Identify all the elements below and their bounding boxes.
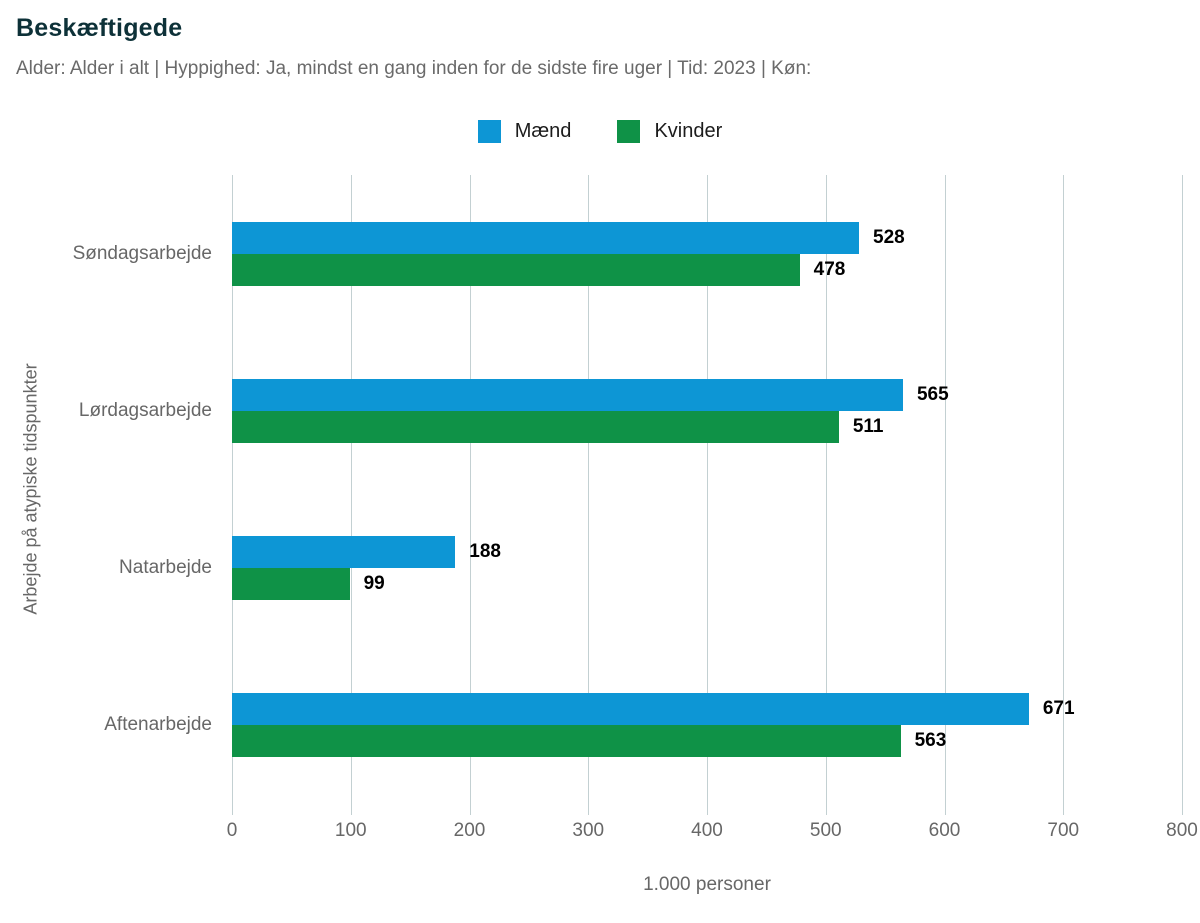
bar-row-søndagsarbejde: 528 478 [232, 175, 1182, 332]
bar-value-label: 478 [813, 258, 846, 280]
category-label: Natarbejde [119, 556, 212, 578]
bar-value-label: 511 [852, 415, 884, 437]
legend-item-mænd[interactable]: Mænd [477, 120, 572, 143]
x-tick-label: 100 [334, 820, 367, 841]
bar-value-label: 671 [1042, 697, 1075, 719]
x-tick-label: 700 [1047, 820, 1080, 841]
legend-swatch-icon [477, 120, 501, 143]
bar-row-aftenarbejde: 671 563 [232, 646, 1182, 803]
legend: Mænd Kvinder [0, 120, 1200, 143]
bar-value-label: 563 [914, 729, 947, 751]
bar-kvinder-aftenarbejde[interactable] [232, 724, 901, 757]
x-axis-title: 1.000 personer [643, 874, 771, 895]
chart-subtitle: Alder: Alder i alt | Hyppighed: Ja, mind… [16, 58, 812, 79]
bar-value-label: 188 [469, 540, 501, 562]
gridline-100 [350, 175, 352, 815]
gridline-500 [825, 175, 827, 815]
gridline-800 [1182, 175, 1183, 815]
gridline-200 [469, 175, 471, 815]
gridline-0 [232, 175, 233, 815]
x-tick-label: 400 [691, 820, 723, 841]
category-label: Søndagsarbejde [72, 242, 212, 264]
plot-area: 528 478 565 511 188 99 671 563 [232, 175, 1183, 815]
x-tick-label: 300 [572, 820, 605, 841]
gridline-600 [944, 175, 946, 815]
bar-value-label: 99 [363, 572, 385, 594]
bar-mænd-aftenarbejde[interactable] [232, 692, 1029, 725]
bar-row-natarbejde: 188 99 [232, 489, 1182, 646]
category-label: Aftenarbejde [104, 713, 212, 735]
legend-label: Mænd [514, 120, 572, 142]
bar-value-label: 565 [916, 383, 949, 405]
gridline-300 [588, 175, 590, 815]
bar-kvinder-lørdagsarbejde[interactable] [232, 410, 839, 443]
legend-item-kvinder[interactable]: Kvinder [617, 120, 722, 143]
x-tick-label: 800 [1166, 820, 1198, 841]
legend-label: Kvinder [654, 120, 723, 142]
bar-mænd-natarbejde[interactable] [232, 535, 456, 568]
x-tick-label: 500 [809, 820, 842, 841]
chart-title: Beskæftigede [16, 14, 183, 42]
gridline-400 [707, 175, 708, 815]
gridline-700 [1063, 175, 1065, 815]
x-tick-label: 600 [928, 820, 961, 841]
bar-mænd-søndagsarbejde[interactable] [232, 221, 859, 254]
bar-value-label: 528 [873, 226, 905, 248]
category-label: Lørdagsarbejde [78, 399, 212, 421]
x-tick-label: 200 [453, 820, 486, 841]
bar-row-lørdagsarbejde: 565 511 [232, 332, 1182, 489]
bar-kvinder-søndagsarbejde[interactable] [232, 253, 800, 286]
legend-swatch-icon [617, 120, 641, 143]
bar-mænd-lørdagsarbejde[interactable] [232, 378, 903, 411]
bar-kvinder-natarbejde[interactable] [232, 567, 350, 600]
x-tick-label: 0 [226, 820, 238, 841]
